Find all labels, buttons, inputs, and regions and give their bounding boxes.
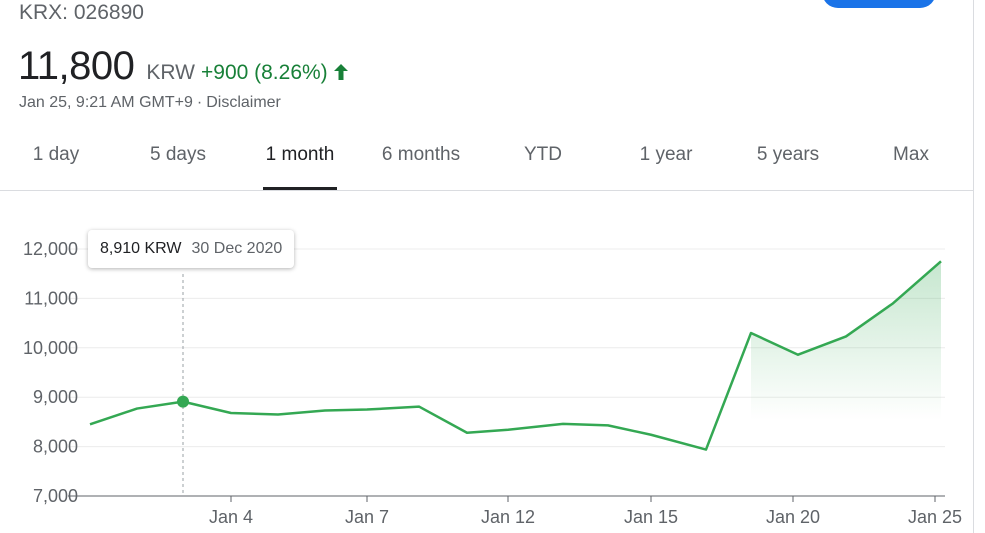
ticker-symbol: KRX: 026890	[19, 1, 144, 24]
tab-5-years[interactable]: 5 years	[756, 144, 820, 165]
x-tick-label: Jan 20	[766, 507, 820, 527]
y-tick-label: 12,000	[23, 239, 78, 259]
y-tick-label: 7,000	[33, 486, 78, 506]
x-tick-label: Jan 4	[209, 507, 253, 527]
price-chart[interactable]: 7,000 8,000 9,000 10,000 11,000 12,000 Jan 4 Ja…	[0, 190, 985, 533]
timestamp: Jan 25, 9:21 AM GMT+9	[19, 94, 193, 111]
x-tick-label: Jan 15	[624, 507, 678, 527]
tab-1-year[interactable]: 1 year	[639, 144, 693, 165]
tab-max[interactable]: Max	[893, 144, 929, 165]
tooltip-date: 30 Dec 2020	[191, 240, 283, 257]
tooltip-price: 8,910 KRW	[100, 240, 182, 257]
tab-5-days[interactable]: 5 days	[150, 144, 206, 165]
price-row: 11,800 KRW +900 (8.26%)	[18, 44, 348, 89]
disclaimer-link[interactable]: Disclaimer	[206, 94, 281, 111]
price-line	[89, 260, 942, 451]
tab-ytd[interactable]: YTD	[524, 144, 562, 165]
y-tick-label: 11,000	[24, 288, 78, 308]
current-price: 11,800	[18, 44, 135, 88]
arrow-up-icon	[333, 64, 348, 85]
y-tick-label: 8,000	[33, 437, 78, 457]
panel-border	[973, 0, 974, 533]
x-tick-label: Jan 7	[345, 507, 389, 527]
price-area-fill	[751, 261, 941, 420]
y-tick-label: 10,000	[23, 338, 78, 358]
separator: ·	[196, 94, 203, 111]
follow-button[interactable]	[822, 0, 936, 8]
price-change: +900 (8.26%)	[201, 61, 328, 84]
tab-6-months[interactable]: 6 months	[381, 144, 461, 165]
active-tab-indicator	[263, 187, 337, 190]
tab-1-day[interactable]: 1 day	[32, 144, 80, 165]
range-tabs: 1 day 5 days 1 month 6 months YTD 1 year…	[0, 128, 973, 191]
y-tick-label: 9,000	[33, 387, 78, 407]
price-tooltip: 8,910 KRW 30 Dec 2020	[88, 230, 295, 268]
tab-1-month[interactable]: 1 month	[265, 144, 335, 165]
price-meta: Jan 25, 9:21 AM GMT+9 · Disclaimer	[19, 94, 281, 112]
currency-label: KRW	[146, 61, 195, 84]
x-tick-label: Jan 25	[908, 507, 962, 527]
x-tick-label: Jan 12	[481, 507, 535, 527]
hover-point	[177, 395, 189, 408]
